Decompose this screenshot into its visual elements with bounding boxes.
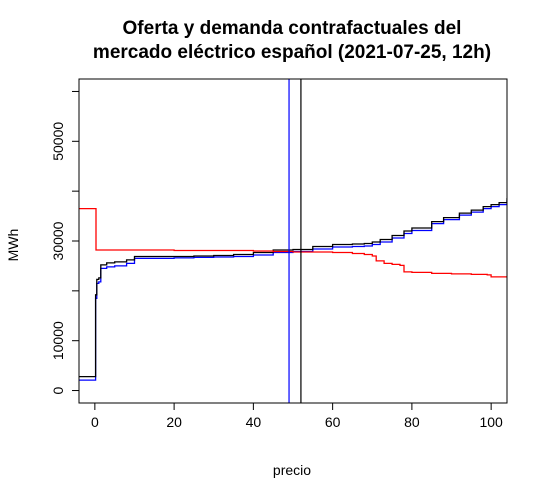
y-tick-label: 30000 [50, 221, 66, 260]
x-tick-label: 0 [91, 414, 99, 430]
y-axis-label: MWh [5, 229, 21, 262]
plot-frame [78, 78, 508, 404]
axes: 0 20 40 60 80 100 0 10000 30000 50000 [50, 90, 503, 430]
x-tick-label: 60 [325, 414, 341, 430]
x-tick-label: 40 [246, 414, 262, 430]
series-line-2 [79, 207, 507, 278]
series-line-1 [79, 198, 507, 378]
chart-title-line-2: mercado eléctrico español (2021-07-25, 1… [93, 42, 491, 63]
y-tick-label: 50000 [50, 122, 66, 161]
series-line-0 [79, 200, 507, 381]
plot-area [79, 79, 507, 403]
y-tick-label: 10000 [50, 321, 66, 360]
x-tick-label: 20 [166, 414, 182, 430]
x-axis-label: precio [273, 462, 311, 478]
chart-title-line-1: Oferta y demanda contrafactuales del [123, 18, 462, 39]
y-tick-label: 0 [50, 386, 66, 394]
x-tick-label: 80 [404, 414, 420, 430]
x-tick-label: 100 [479, 414, 503, 430]
